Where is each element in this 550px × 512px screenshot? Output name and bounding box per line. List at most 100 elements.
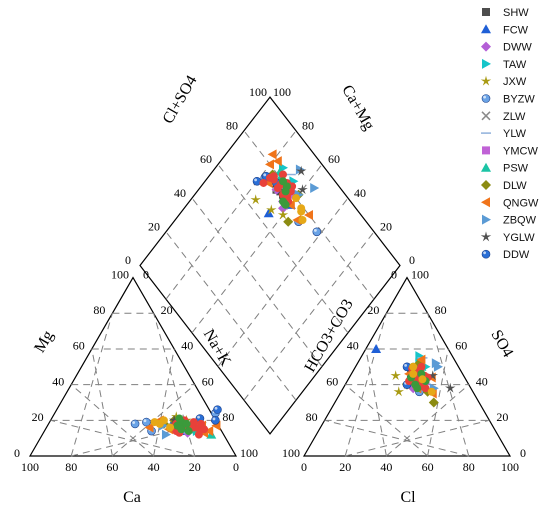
legend-label: DLW xyxy=(503,180,527,192)
cation-grid-line xyxy=(70,384,154,457)
jxw-point xyxy=(266,204,277,215)
yglw-point xyxy=(427,370,438,381)
cation-bottom-tick: 40 xyxy=(148,460,160,474)
fcw-legend-marker xyxy=(481,24,491,34)
anion-left-tick: 0 xyxy=(391,267,397,281)
diamond-left-tick: 60 xyxy=(200,152,212,166)
series-15-point xyxy=(279,170,287,179)
ddw-legend-marker-highlight xyxy=(483,251,486,255)
anion-left-label: HCO3+CO3 xyxy=(301,296,356,375)
anion-grid-line xyxy=(427,313,470,457)
qngw-point xyxy=(304,209,313,220)
series-17-point xyxy=(297,204,306,213)
qngw-point xyxy=(416,354,426,365)
yglw-point xyxy=(297,184,308,195)
series-17-point xyxy=(409,362,418,371)
series-16-point xyxy=(413,384,422,393)
legend-label: YGLW xyxy=(503,232,535,244)
cation-grid-line xyxy=(91,348,113,457)
series-15-point xyxy=(259,178,268,187)
cation-bottom-label: Ca xyxy=(123,489,141,506)
legend: SHW FCW DWW TAW JXW BYZW ZLW YLW YMCW PSW DLW QNGW Z… xyxy=(480,7,539,261)
cation-right-tick: 40 xyxy=(181,339,193,353)
cation-left-tick: 100 xyxy=(111,267,129,281)
anion-right-tick: 40 xyxy=(476,374,488,388)
psw-legend-marker xyxy=(481,162,491,172)
fcw-point xyxy=(371,343,382,353)
legend-label: QNGW xyxy=(503,197,539,209)
anion-bottom-tick: 60 xyxy=(422,460,434,474)
series-17-point xyxy=(292,194,300,203)
cation-grid-line xyxy=(50,419,195,457)
cation-bottom-tick: 80 xyxy=(65,460,77,474)
series-16-point xyxy=(175,414,184,423)
ddw-point-highlight xyxy=(263,173,267,177)
legend-label: TAW xyxy=(503,59,527,71)
shw-legend-marker xyxy=(482,8,490,16)
anion-right-tick: 60 xyxy=(455,339,467,353)
zbqw-point xyxy=(310,183,320,194)
series-16-point xyxy=(177,425,186,434)
anion-grid-line xyxy=(324,419,469,457)
legend-label: YLW xyxy=(503,128,527,140)
diamond-right-tick: 0 xyxy=(409,253,415,267)
yglw-point xyxy=(445,382,456,393)
yglw-point xyxy=(295,165,307,176)
byzw-point-highlight xyxy=(314,228,317,232)
anion-bottom-tick: 100 xyxy=(501,460,519,474)
cation-right-tick: 20 xyxy=(161,303,173,317)
qngw-point xyxy=(144,422,154,433)
series-16-point xyxy=(282,182,291,191)
qngw-point xyxy=(265,159,274,170)
qngw-point xyxy=(267,149,277,160)
ddw-point xyxy=(211,416,220,425)
ddw-point-highlight xyxy=(197,415,200,419)
cation-right-label: Na+K xyxy=(200,327,235,370)
zbqw-point xyxy=(161,429,171,440)
legend-label: DWW xyxy=(503,42,532,54)
anion-bottom-tick: 0 xyxy=(301,460,307,474)
cation-bottom-tick: 20 xyxy=(189,460,201,474)
anion-grid-line xyxy=(345,419,490,457)
diamond-right-tick: 60 xyxy=(328,152,340,166)
yglw-legend-marker xyxy=(480,231,492,242)
byzw-point xyxy=(312,227,322,237)
legend-label: BYZW xyxy=(503,94,535,106)
legend-label: JXW xyxy=(503,76,527,88)
series-17-point xyxy=(418,375,427,384)
legend-label: ZLW xyxy=(503,111,526,123)
cation-right-tick: 0 xyxy=(143,267,149,281)
qngw-point xyxy=(292,215,302,226)
cation-right-tick: 60 xyxy=(202,374,214,388)
anion-left-tick: 60 xyxy=(326,374,338,388)
series-17-point xyxy=(150,418,159,427)
cation-bottom-tick: 0 xyxy=(233,460,239,474)
legend-label: FCW xyxy=(503,24,529,36)
dlw-legend-marker xyxy=(481,180,491,190)
jxw-point xyxy=(277,209,289,220)
series-16-point xyxy=(281,200,290,209)
anion-right-tick: 20 xyxy=(496,410,508,424)
series-17-point xyxy=(409,369,418,378)
data-points xyxy=(130,149,456,440)
diamond-frame xyxy=(139,96,401,435)
series-15-point xyxy=(200,425,209,434)
anion-grid-line xyxy=(344,313,387,457)
series-15-point xyxy=(269,175,278,184)
diagram-frames xyxy=(28,96,512,457)
jxw-point xyxy=(390,370,401,381)
dlw-point xyxy=(428,397,439,408)
series-16-point xyxy=(184,427,193,436)
anion-grid-line xyxy=(344,384,428,457)
anion-right-tick: 80 xyxy=(435,303,447,317)
cation-left-tick: 20 xyxy=(32,410,44,424)
ddw-point xyxy=(213,405,222,414)
qngw-point xyxy=(204,426,214,437)
ddw-point-highlight xyxy=(212,417,216,421)
ddw-point-highlight xyxy=(254,178,257,182)
diamond-right-tick: 20 xyxy=(380,220,392,234)
cation-grid-line xyxy=(70,313,113,457)
diamond-grid-line xyxy=(243,231,375,401)
